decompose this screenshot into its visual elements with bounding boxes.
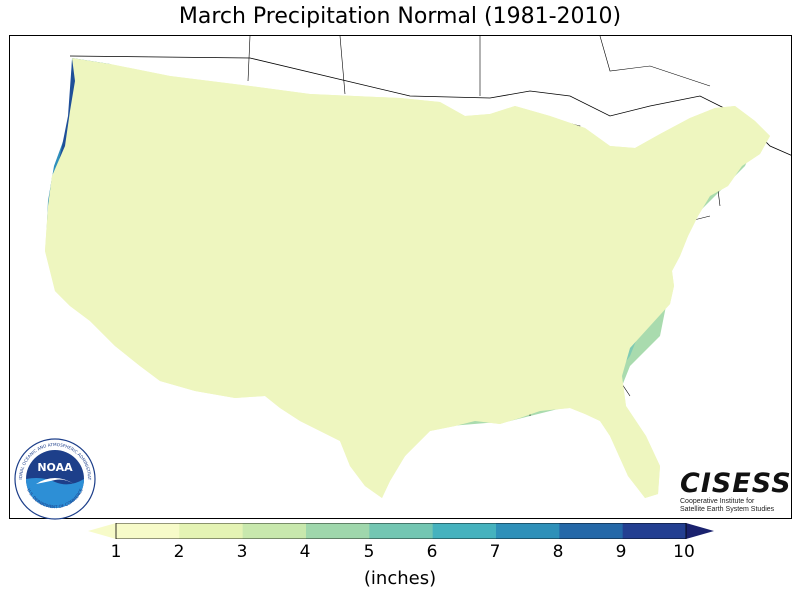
colorbar-tick: 10 xyxy=(673,542,695,562)
colorbar-tick: 7 xyxy=(489,542,501,562)
colorbar-segment xyxy=(242,523,307,539)
cisess-subtitle-1: Cooperative Institute for xyxy=(680,498,755,505)
colorbar-segments xyxy=(116,523,687,539)
colorbar-tick: 2 xyxy=(173,542,185,562)
colorbar-segment xyxy=(306,523,370,539)
map-title: March Precipitation Normal (1981-2010) xyxy=(178,4,622,29)
colorbar-min-arrow xyxy=(88,523,116,539)
colorbar-segment xyxy=(116,523,180,539)
colorbar-segment xyxy=(496,523,560,539)
noaa-wordmark: NOAA xyxy=(37,461,73,474)
hudson-shore xyxy=(247,36,711,96)
colorbar-tick: 8 xyxy=(552,542,564,562)
colorbar-segment xyxy=(179,523,244,539)
colorbar-ticks: 1 2 3 4 5 6 7 8 9 10 xyxy=(0,542,800,566)
colorbar-tick: 6 xyxy=(426,542,438,562)
cisess-logo: CISESS Cooperative Institute for Satelli… xyxy=(680,468,792,514)
colorbar-segment xyxy=(369,523,434,539)
colorbar-tick: 1 xyxy=(110,542,122,562)
colorbar-tick: 4 xyxy=(299,542,311,562)
colorbar-max-arrow xyxy=(686,523,714,539)
colorbar-tick: 5 xyxy=(363,542,375,562)
colorbar-segment xyxy=(559,523,624,539)
cisess-wordmark: CISESS xyxy=(680,468,792,499)
noaa-logo: NOAA NATIONAL OCEANIC AND ATMOSPHERIC AD… xyxy=(12,434,96,520)
colorbar xyxy=(88,523,714,539)
map-canvas xyxy=(44,36,791,499)
colorbar-segment xyxy=(622,523,687,539)
colorbar-tick: 9 xyxy=(615,542,627,562)
colorbar-tick: 3 xyxy=(236,542,248,562)
colorbar-segment xyxy=(432,523,497,539)
colorbar-unit-label: (inches) xyxy=(363,568,437,589)
precipitation-map xyxy=(9,35,792,519)
cisess-subtitle-2: Satellite Earth System Studies xyxy=(680,506,775,513)
